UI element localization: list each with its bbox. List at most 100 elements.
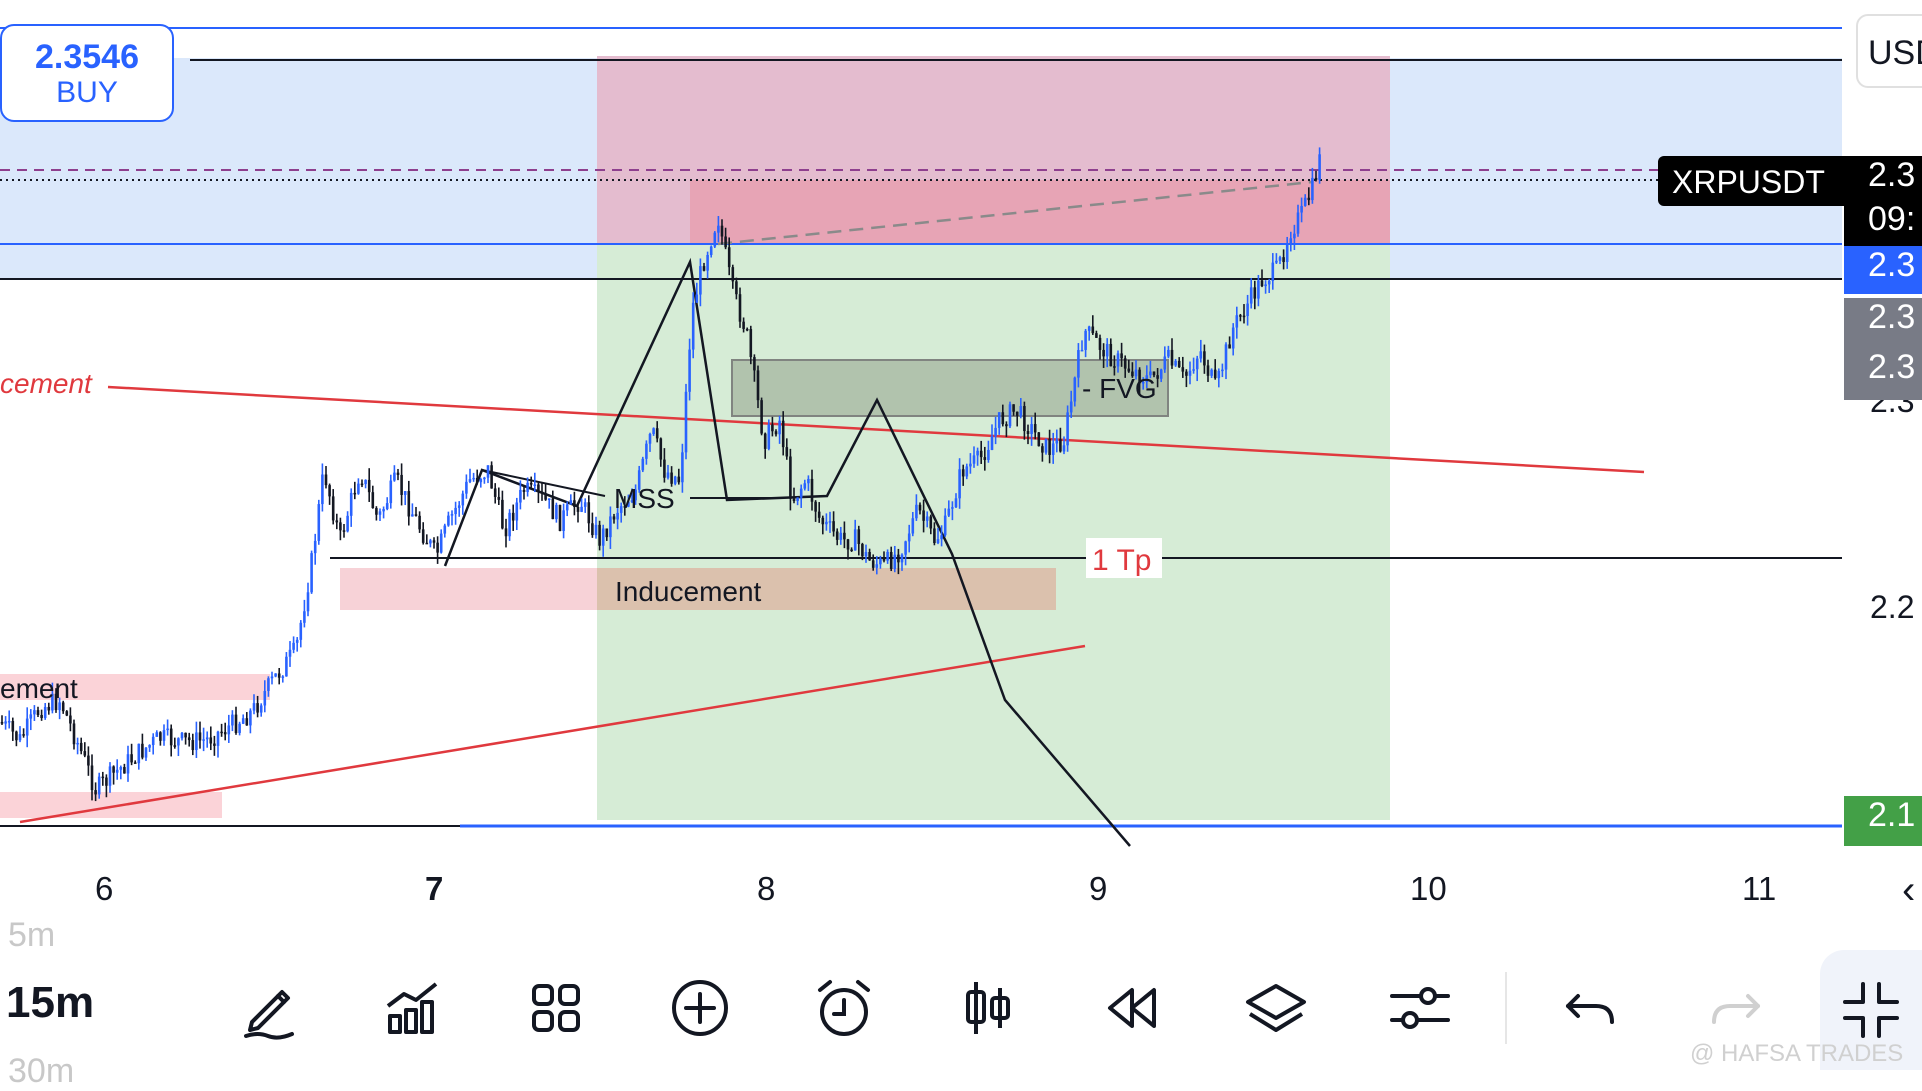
timeframe-current[interactable]: 15m [6, 978, 95, 1027]
candle-body [659, 438, 663, 460]
candle-body [972, 455, 976, 464]
candle-body [781, 420, 785, 448]
watermark: @ HAFSA TRADES [1690, 1040, 1904, 1067]
candle-body [4, 721, 7, 724]
candle-body [187, 737, 191, 741]
candle-body [1195, 358, 1199, 370]
candle-body [1015, 411, 1019, 416]
layout-grid-icon[interactable] [516, 968, 596, 1048]
candle-body [324, 474, 328, 486]
candle-body [634, 489, 637, 501]
candle-body [43, 706, 47, 719]
indicators-icon[interactable] [372, 968, 452, 1048]
exit-fullscreen-button[interactable] [1820, 950, 1922, 1070]
candle-body [1080, 349, 1084, 352]
candle-body [202, 739, 205, 741]
target-zone [597, 244, 1390, 820]
candle-body [609, 516, 612, 538]
layers-icon[interactable] [1236, 968, 1316, 1048]
candle-body [115, 769, 119, 773]
time-axis-label: 9 [1089, 870, 1108, 907]
candle-body [317, 504, 321, 541]
candle-body [364, 479, 367, 485]
candle-body [940, 535, 943, 540]
upper-trendline [107, 385, 1645, 474]
candle-body [1174, 360, 1177, 366]
candle-body [130, 754, 133, 763]
candle-body [688, 349, 691, 392]
candle-body [241, 718, 245, 724]
candle-body [835, 531, 839, 540]
candle-body [169, 728, 173, 746]
candle-body [763, 433, 767, 449]
candle-body [1087, 326, 1091, 331]
candle-body [569, 500, 573, 505]
candle-body [1213, 369, 1217, 379]
candle-body [886, 551, 889, 561]
candle-body [1066, 412, 1069, 446]
candle-body [1055, 439, 1059, 444]
candle-body [479, 479, 483, 483]
candle-type-icon[interactable] [948, 968, 1028, 1048]
axis-settings-icon[interactable]: ‹ [1902, 868, 1916, 912]
currency-button[interactable]: USD [1856, 14, 1922, 88]
mss-line [481, 469, 606, 497]
candle-body [612, 516, 616, 520]
candle-body [900, 554, 904, 563]
candle-body [1235, 315, 1239, 328]
candle-body [933, 528, 936, 544]
candle-body [432, 540, 436, 543]
candle-body [645, 443, 648, 459]
alarm-icon[interactable] [804, 968, 884, 1048]
toolbar-divider [1505, 972, 1507, 1044]
time-axis-label: 11 [1742, 870, 1777, 907]
candle-body [544, 493, 547, 500]
candle-body [954, 498, 958, 508]
candle-body [155, 732, 159, 737]
candle-body [889, 551, 893, 569]
price-label-entry: 2.3 [1844, 246, 1922, 294]
undo-icon[interactable] [1550, 968, 1630, 1048]
replay-icon[interactable] [1092, 968, 1172, 1048]
inducement-mid-label: Inducement [615, 576, 762, 607]
candle-body [691, 302, 695, 350]
candle-body [558, 504, 562, 531]
candle-body [36, 710, 40, 715]
candle-body [846, 539, 850, 550]
candle-body [684, 391, 688, 453]
candle-body [673, 476, 677, 484]
candle-body [627, 501, 630, 507]
candle-body [832, 521, 835, 532]
candle-body [918, 504, 922, 511]
candle-body [173, 745, 177, 747]
candle-body [389, 480, 393, 504]
candle-body [1131, 371, 1134, 377]
candle-body [367, 479, 371, 493]
settings-sliders-icon[interactable] [1380, 968, 1460, 1048]
candle-body [1311, 177, 1314, 201]
add-circle-icon[interactable] [660, 968, 740, 1048]
price-chart[interactable]: cement ement Inducement MSS - FVG 1 Tp 2… [0, 0, 1922, 932]
candle-body [547, 498, 551, 500]
timeframe-next[interactable]: 30m [8, 1052, 75, 1090]
order-price-box[interactable]: 2.3546 BUY [0, 24, 174, 122]
candle-body [1300, 205, 1303, 213]
stop-zone-inner [690, 180, 1390, 244]
price-label-gray-2: 2.3 [1844, 348, 1922, 400]
candle-body [360, 483, 364, 486]
pencil-icon[interactable] [230, 968, 310, 1048]
candle-body [429, 540, 432, 544]
candle-body [79, 742, 83, 752]
candle-body [274, 673, 277, 677]
candle-body [245, 718, 249, 726]
timeframe-previous[interactable]: 5m [8, 916, 56, 954]
candle-body [180, 732, 184, 739]
price-label-gray-1: 2.3 [1844, 298, 1922, 348]
candle-body [1203, 351, 1206, 366]
redo-icon[interactable] [1696, 968, 1776, 1048]
candle-body [533, 484, 537, 486]
candle-body [335, 520, 339, 523]
candle-body [1059, 439, 1062, 452]
candle-body [378, 511, 382, 515]
candle-body [357, 483, 360, 494]
